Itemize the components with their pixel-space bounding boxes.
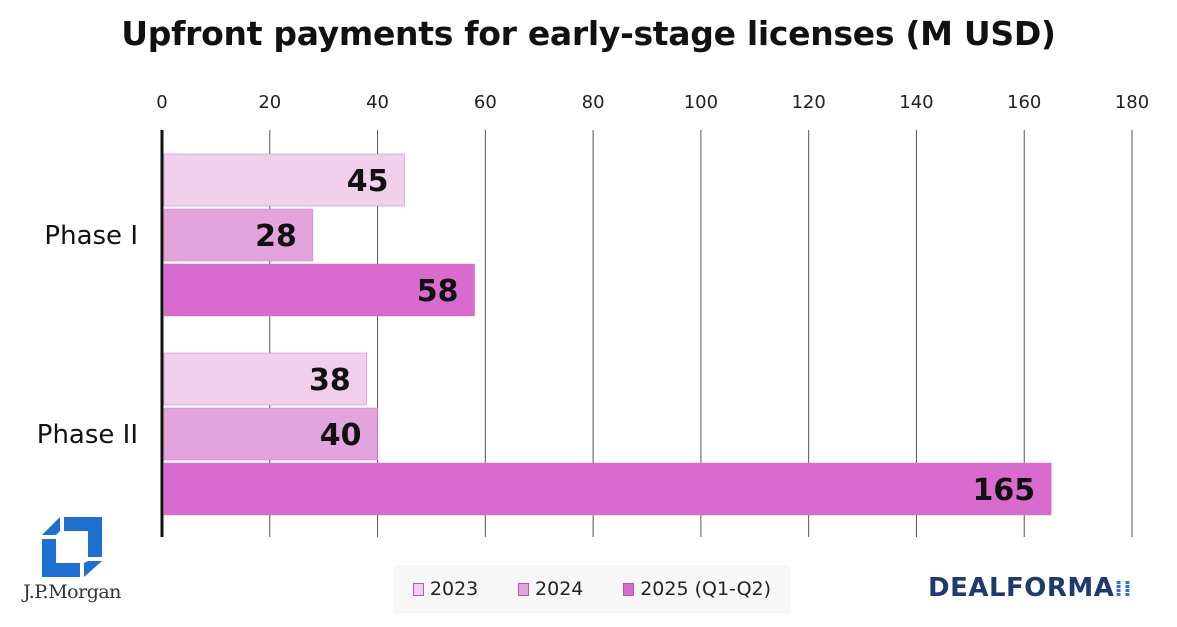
legend-swatch-2025	[623, 582, 635, 596]
jpmorgan-octagon-icon	[42, 517, 102, 577]
dealforma-wordmark: DEALFORMA	[928, 573, 1115, 603]
legend-item-2024: 2024	[518, 578, 583, 600]
bar-value-label: 40	[320, 418, 362, 453]
bar-value-label: 28	[255, 219, 297, 254]
x-tick-label: 120	[791, 92, 825, 113]
legend-label-2025: 2025 (Q1-Q2)	[640, 578, 772, 600]
bar-phase-i-2023	[163, 153, 405, 207]
legend-label-2023: 2023	[429, 578, 479, 600]
legend: 2023 2024 2025 (Q1-Q2)	[393, 565, 791, 613]
bar-value-label: 45	[347, 164, 389, 199]
bar-value-label: 165	[973, 473, 1036, 508]
bar-value-label: 58	[417, 274, 459, 309]
bar-phase-i-2024	[163, 208, 314, 262]
jpmorgan-logo: J.P.Morgan	[8, 515, 136, 607]
category-labels: Phase I Phase II	[37, 221, 138, 450]
category-label-phase-ii: Phase II	[37, 420, 138, 450]
value-labels: 45 28 58 38 40 165	[255, 164, 1035, 508]
bar-value-label: 38	[309, 363, 351, 398]
bar-phase-ii-2023	[163, 352, 368, 406]
x-tick-label: 180	[1115, 92, 1149, 113]
x-tick-label: 40	[366, 92, 389, 113]
chart-title: Upfront payments for early-stage license…	[121, 14, 1056, 53]
category-label-phase-i: Phase I	[44, 221, 138, 251]
x-tick-label: 140	[899, 92, 933, 113]
legend-item-2023: 2023	[412, 578, 479, 600]
legend-item-2025: 2025 (Q1-Q2)	[623, 578, 771, 600]
x-axis-ticks: 0 20 40 60 80 100 120 140 160 180	[156, 92, 1149, 113]
dealforma-dots-icon: ⁞⁞	[1114, 577, 1133, 602]
dealforma-logo: DEALFORMA⁞⁞	[928, 573, 1132, 603]
x-tick-label: 100	[684, 92, 718, 113]
x-tick-label: 80	[582, 92, 605, 113]
x-tick-label: 160	[1007, 92, 1041, 113]
legend-swatch-2024	[518, 582, 530, 596]
bars	[163, 153, 1052, 516]
x-tick-label: 0	[156, 92, 167, 113]
x-tick-label: 20	[258, 92, 281, 113]
bar-phase-i-2025	[163, 263, 475, 317]
legend-label-2024: 2024	[535, 578, 584, 600]
legend-swatch-2023	[412, 582, 424, 596]
bar-phase-ii-2025	[163, 462, 1052, 516]
bar-phase-ii-2024	[163, 407, 378, 461]
x-tick-label: 60	[474, 92, 497, 113]
jpmorgan-wordmark: J.P.Morgan	[23, 581, 121, 603]
